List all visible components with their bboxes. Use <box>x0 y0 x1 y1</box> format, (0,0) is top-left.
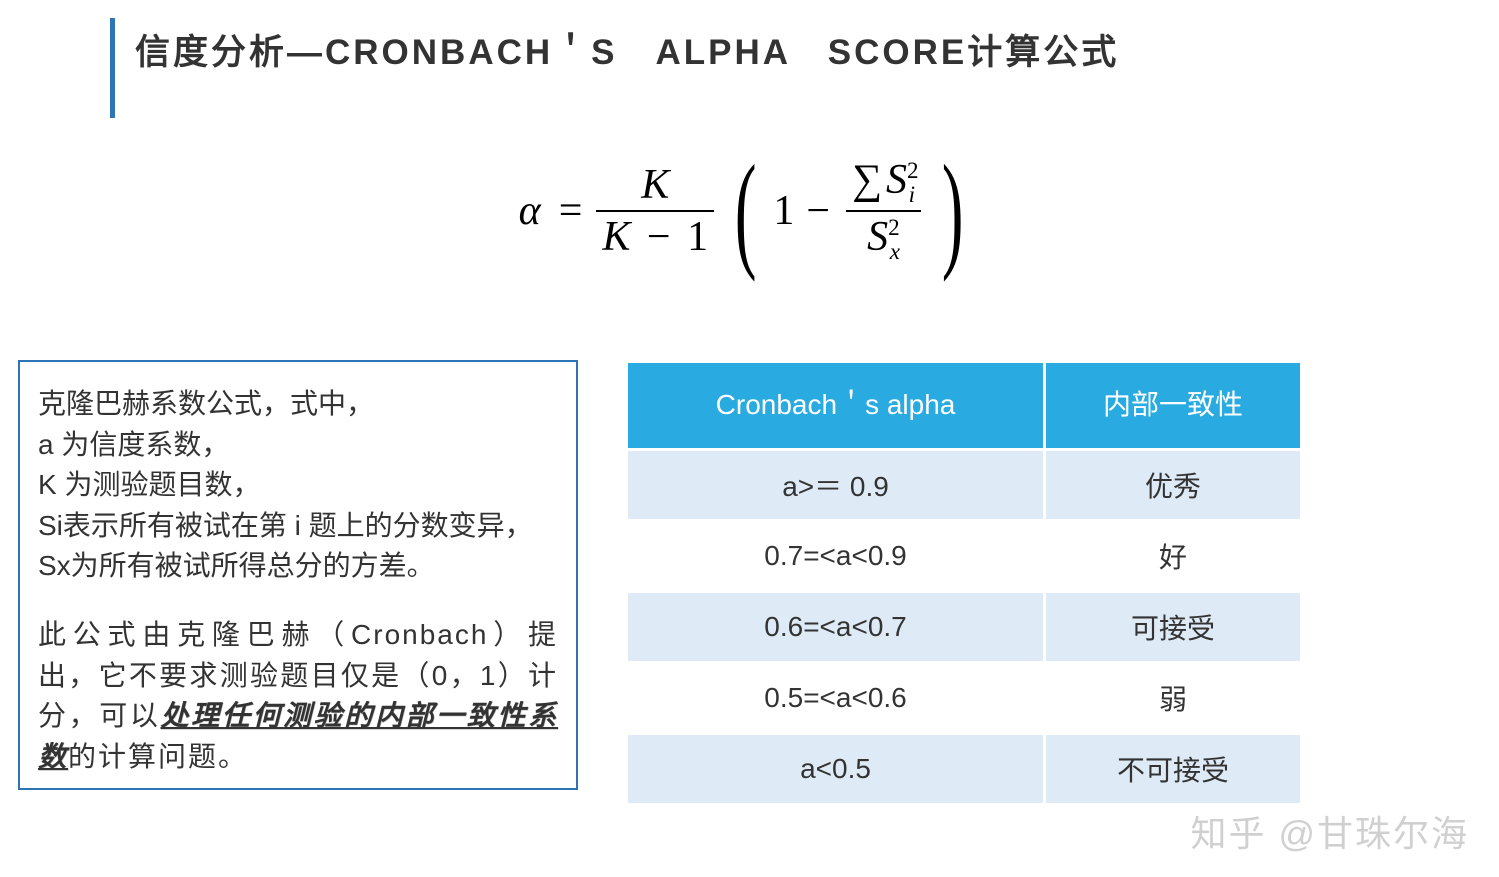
frac1-numerator: K <box>635 160 675 210</box>
formula-region: α = K K − 1 ( 1 − ∑S2i S2x <box>0 155 1499 267</box>
cell-label: 优秀 <box>1045 450 1302 521</box>
fraction-sum-si2-over-sx2: ∑S2i S2x <box>846 155 921 267</box>
slide-title: 信度分析—CRONBACH＇S ALPHA SCORE计算公式 <box>135 18 1119 75</box>
table-row: a>＝ 0.9 优秀 <box>627 450 1302 521</box>
left-paren: ( <box>735 156 757 267</box>
cell-alpha: a<0.5 <box>627 734 1045 805</box>
cell-alpha: 0.7=<a<0.9 <box>627 521 1045 592</box>
watermark: 知乎 @甘珠尔海 <box>1190 805 1469 857</box>
cronbach-alpha-formula: α = K K − 1 ( 1 − ∑S2i S2x <box>519 155 981 267</box>
paren-inner: 1 − ∑S2i S2x <box>773 155 925 267</box>
table-row: 0.5=<a<0.6 弱 <box>627 663 1302 734</box>
desc-line-2: a 为信度系数， <box>38 425 558 466</box>
right-paren: ) <box>942 156 964 267</box>
cell-label: 弱 <box>1045 663 1302 734</box>
fraction-k-over-k-minus-1: K K − 1 <box>596 160 714 262</box>
cell-label: 可接受 <box>1045 592 1302 663</box>
symbol-minus: − <box>806 187 830 235</box>
slide-title-block: 信度分析—CRONBACH＇S ALPHA SCORE计算公式 <box>110 18 1119 118</box>
alpha-interpretation-table: Cronbach＇s alpha 内部一致性 a>＝ 0.9 优秀 0.7=<a… <box>625 360 1303 806</box>
cell-label: 不可接受 <box>1045 734 1302 805</box>
frac1-denominator: K − 1 <box>596 212 714 262</box>
table-row: 0.6=<a<0.7 可接受 <box>627 592 1302 663</box>
desc-paragraph-2: 此公式由克隆巴赫（Cronbach）提出，它不要求测验题目仅是（0，1）计分，可… <box>38 615 558 777</box>
desc-line-3: K 为测验题目数， <box>38 465 558 506</box>
cell-alpha: a>＝ 0.9 <box>627 450 1045 521</box>
table-header-row: Cronbach＇s alpha 内部一致性 <box>627 362 1302 450</box>
cell-label: 好 <box>1045 521 1302 592</box>
table-header-alpha: Cronbach＇s alpha <box>627 362 1045 450</box>
title-accent-bar <box>110 18 115 118</box>
table-row: 0.7=<a<0.9 好 <box>627 521 1302 592</box>
desc-line-4: Si表示所有被试在第 i 题上的分数变异， <box>38 506 558 547</box>
description-box: 克隆巴赫系数公式，式中， a 为信度系数， K 为测验题目数， Si表示所有被试… <box>18 360 578 790</box>
frac2-denominator: S2x <box>861 212 906 267</box>
cell-alpha: 0.6=<a<0.7 <box>627 592 1045 663</box>
desc-line-1: 克隆巴赫系数公式，式中， <box>38 384 558 425</box>
symbol-one: 1 <box>773 187 794 235</box>
table-header-consistency: 内部一致性 <box>1045 362 1302 450</box>
table-row: a<0.5 不可接受 <box>627 734 1302 805</box>
desc-line-5: Sx为所有被试所得总分的方差。 <box>38 546 558 587</box>
frac2-numerator: ∑S2i <box>846 155 921 210</box>
symbol-equals: = <box>559 187 583 235</box>
symbol-alpha: α <box>519 187 541 235</box>
cell-alpha: 0.5=<a<0.6 <box>627 663 1045 734</box>
